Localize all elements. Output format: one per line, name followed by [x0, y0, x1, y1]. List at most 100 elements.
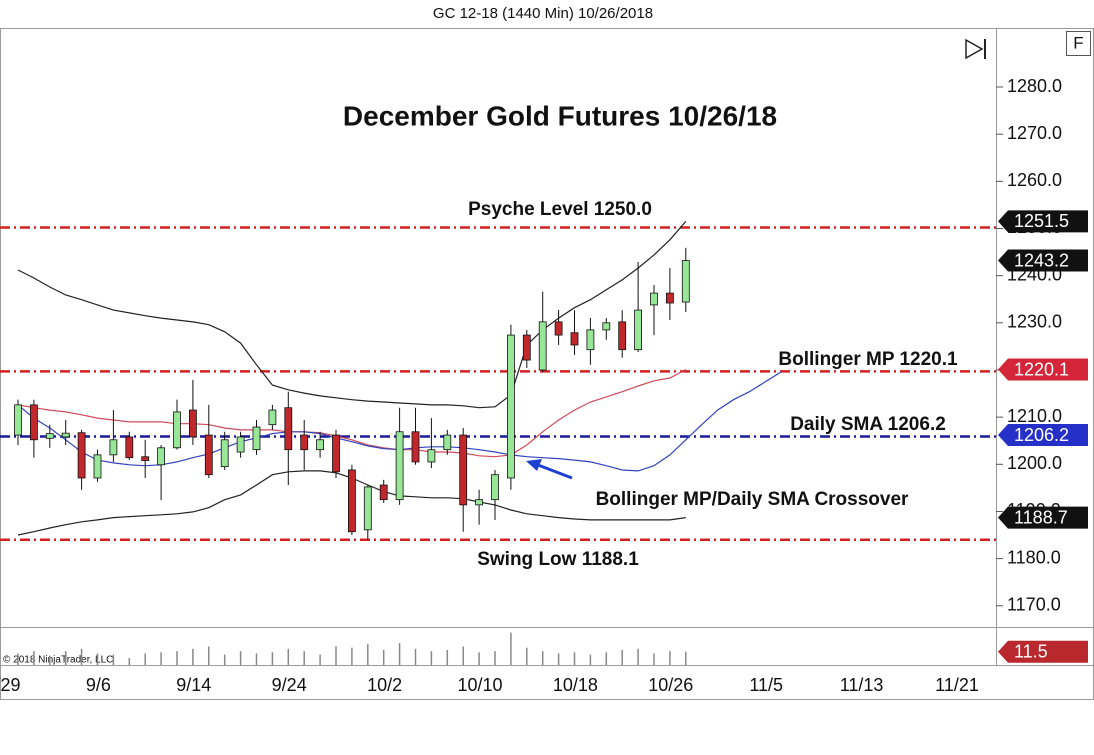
volume-bar [208, 646, 210, 665]
volume-bar [653, 653, 655, 665]
volume-bar [605, 652, 608, 665]
candle-body [618, 321, 627, 351]
price-marker-label: 1243.2 [1014, 250, 1069, 270]
f-button-label[interactable]: F [1073, 33, 1083, 52]
play-button[interactable] [965, 38, 986, 60]
x-tick-label: 11/13 [840, 675, 884, 695]
candle-body [650, 292, 658, 306]
volume-bar [382, 649, 385, 665]
x-tick-label: 11/5 [749, 675, 783, 695]
volume-bar [17, 653, 19, 665]
price-marker-label: 1220.1 [1014, 359, 1069, 379]
x-tick-label: 10/10 [457, 675, 502, 695]
y-tick-label: 1170.0 [1007, 595, 1061, 615]
candle-body [332, 434, 340, 473]
y-tick-label: 1280.0 [1007, 76, 1062, 96]
price-marker [998, 424, 1088, 447]
volume-bar [557, 653, 560, 665]
candle-body [125, 436, 134, 459]
candle-body [681, 260, 690, 303]
price-marker [998, 506, 1088, 529]
candle-body [284, 407, 293, 451]
f-button[interactable] [1066, 31, 1091, 56]
volume-bar [494, 651, 496, 665]
arrow-shaft [537, 463, 573, 480]
candle-body [395, 431, 404, 501]
volume-bar [398, 643, 401, 665]
price-marker [998, 640, 1088, 663]
candle-body [427, 449, 436, 463]
play-icon [965, 38, 984, 60]
x-tick-label: 10/18 [553, 675, 598, 695]
annotation-arrow [526, 459, 573, 480]
candle-body [188, 409, 197, 438]
volume-bar [462, 646, 464, 665]
volume-bar [351, 647, 353, 665]
volume-bar [64, 651, 67, 665]
indicator-line [17, 221, 687, 409]
candle-body [252, 426, 261, 451]
candle-layer [14, 247, 690, 540]
volume-bar [319, 654, 321, 665]
candle-body [77, 432, 86, 479]
candle-body [93, 454, 102, 479]
hline-label: Psyche Level 1250.0 [468, 199, 652, 220]
candle-body [379, 484, 388, 501]
volume-bar [367, 644, 369, 665]
price-marker-label: 1251.5 [1014, 211, 1069, 231]
candle-body [268, 409, 277, 426]
volume-bar [430, 651, 433, 665]
volume-bar [589, 654, 592, 665]
x-tick-label: 9/14 [176, 675, 211, 695]
indicator-line [17, 368, 687, 458]
volume-bar [637, 648, 639, 665]
axis-layer: 1170.01180.01190.01200.01210.01220.01230… [0, 76, 1088, 695]
volume-bar [192, 648, 194, 665]
volume-layer [17, 632, 687, 665]
volume-bar [160, 652, 162, 665]
chart-header: GC 12-18 (1440 Min) 10/26/2018 [433, 5, 653, 22]
candle-body [411, 431, 420, 463]
candle-body [363, 486, 372, 531]
price-marker-label: 11.5 [1014, 641, 1048, 661]
candle-body [141, 456, 150, 461]
candle-body [602, 322, 611, 331]
x-tick-label: 9/6 [86, 675, 111, 695]
volume-bar [239, 651, 242, 665]
y-tick-label: 1210.0 [1007, 406, 1062, 426]
volume-bar [176, 651, 178, 665]
volume-bar [128, 658, 131, 665]
volume-bar [685, 651, 687, 665]
candle-body [443, 434, 452, 451]
volume-bar [541, 651, 544, 665]
candle-body [236, 436, 245, 453]
y-tick-label: 1200.0 [1007, 453, 1062, 473]
y-tick-label: 1260.0 [1007, 170, 1062, 190]
volume-bar [669, 651, 671, 665]
volume-bar [49, 655, 51, 665]
volume-bar [446, 649, 449, 665]
candle-body [220, 439, 229, 468]
volume-bar [335, 646, 337, 665]
y-tick-label: 1230.0 [1007, 312, 1062, 332]
y-tick-label: 1270.0 [1007, 123, 1062, 143]
annotation: Bollinger MP/Daily SMA Crossover [596, 489, 909, 510]
volume-bar [96, 653, 99, 665]
candle-body [14, 404, 22, 436]
arrow-head [526, 459, 542, 471]
hline-label: Swing Low 1188.1 [477, 549, 639, 570]
candle-body [316, 439, 325, 451]
y-tick-label: 1180.0 [1007, 547, 1061, 567]
price-marker [998, 358, 1088, 381]
volume-bar [478, 652, 480, 665]
candle-body [173, 411, 181, 449]
volume-bar [223, 654, 226, 665]
candle-body [475, 499, 484, 506]
candle-body [347, 469, 356, 533]
price-marker [998, 210, 1088, 233]
x-tick-label: 10/26 [648, 675, 693, 695]
volume-bar [621, 649, 623, 665]
candle-body [300, 434, 309, 451]
